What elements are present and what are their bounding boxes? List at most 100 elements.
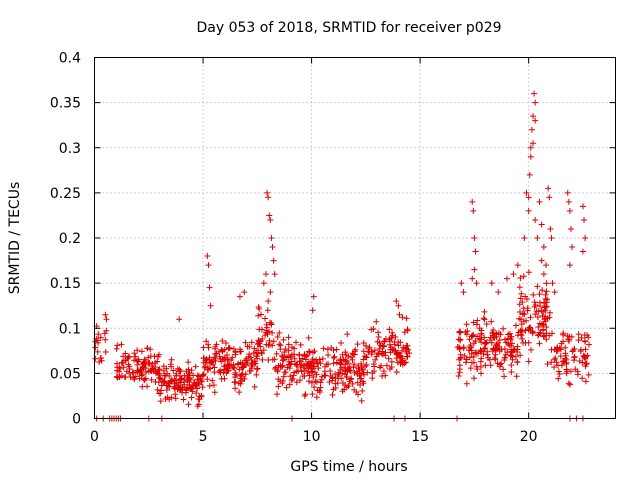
data-point <box>219 338 226 345</box>
data-point <box>490 346 497 353</box>
data-point <box>337 366 344 373</box>
data-point <box>92 344 99 351</box>
data-point <box>174 386 181 393</box>
data-point <box>275 376 282 383</box>
data-point <box>330 347 337 354</box>
data-point <box>484 351 491 358</box>
data-point <box>350 364 357 371</box>
data-point <box>329 391 336 398</box>
data-point <box>164 370 171 377</box>
data-point <box>287 361 294 368</box>
data-point <box>209 377 216 384</box>
data-point <box>298 362 305 369</box>
data-point <box>455 336 462 343</box>
data-point <box>259 350 266 357</box>
y-tick-labels: 0 0.05 0.1 0.15 0.2 0.25 0.3 0.35 0.4 <box>50 51 81 428</box>
data-point <box>395 302 402 309</box>
data-point <box>314 387 321 394</box>
data-point <box>521 235 528 241</box>
data-point <box>94 348 101 355</box>
data-point <box>237 346 244 353</box>
data-point <box>517 275 524 282</box>
data-point <box>145 354 152 361</box>
data-point <box>557 353 564 360</box>
data-point <box>102 311 109 318</box>
data-point <box>138 366 145 373</box>
data-point <box>361 371 368 378</box>
data-point <box>496 336 503 343</box>
data-point <box>375 351 382 358</box>
data-point <box>538 307 545 314</box>
data-point <box>540 271 547 278</box>
data-point <box>170 367 177 374</box>
data-point <box>125 361 132 368</box>
data-point <box>247 367 254 374</box>
data-point <box>238 371 245 378</box>
data-point <box>204 366 211 373</box>
data-point <box>371 347 378 354</box>
data-point <box>358 375 365 382</box>
data-point <box>271 271 278 278</box>
data-point <box>163 365 170 372</box>
data-point <box>373 318 380 325</box>
data-point <box>308 368 315 375</box>
data-point <box>564 332 571 339</box>
data-point <box>393 298 400 305</box>
data-point <box>166 383 173 390</box>
data-point <box>543 336 550 343</box>
data-point <box>156 366 163 373</box>
data-point <box>291 351 298 358</box>
data-point <box>513 373 520 380</box>
data-point <box>224 362 231 369</box>
data-point <box>203 338 210 345</box>
data-point <box>466 354 473 361</box>
data-points <box>92 90 592 422</box>
data-point <box>503 275 510 282</box>
data-point <box>483 321 490 328</box>
data-point <box>155 371 162 378</box>
data-point <box>138 372 145 379</box>
data-point <box>188 394 195 401</box>
data-point <box>186 370 193 377</box>
data-point <box>266 212 273 219</box>
data-point <box>215 348 222 355</box>
x-tick-label: 15 <box>411 429 429 445</box>
data-point <box>522 293 529 300</box>
data-point <box>232 348 239 355</box>
data-point <box>102 336 109 343</box>
data-point <box>351 351 358 358</box>
data-point <box>198 378 205 385</box>
data-point <box>566 207 573 214</box>
data-point <box>363 361 370 368</box>
data-point <box>248 339 255 346</box>
data-point <box>458 280 465 287</box>
data-point <box>220 369 227 376</box>
data-point <box>222 340 229 347</box>
data-point <box>540 327 547 334</box>
data-point <box>345 360 352 367</box>
data-point <box>286 381 293 388</box>
data-point <box>230 364 237 371</box>
data-point <box>148 368 155 375</box>
data-point <box>92 355 99 362</box>
data-point <box>126 353 133 360</box>
data-point <box>275 383 282 390</box>
data-point <box>558 340 565 347</box>
data-point <box>369 375 376 382</box>
data-point <box>157 398 164 405</box>
data-point <box>579 375 586 382</box>
data-point <box>185 401 192 408</box>
data-point <box>195 401 202 408</box>
data-point <box>302 391 309 398</box>
data-point <box>375 350 382 357</box>
data-point <box>575 331 582 338</box>
data-point <box>217 367 224 374</box>
data-point <box>404 326 411 333</box>
data-point <box>224 352 231 359</box>
data-point <box>310 293 317 300</box>
data-point <box>527 144 534 151</box>
data-point <box>582 346 589 353</box>
data-point <box>327 368 334 375</box>
data-point <box>478 348 485 355</box>
data-point <box>455 372 462 379</box>
